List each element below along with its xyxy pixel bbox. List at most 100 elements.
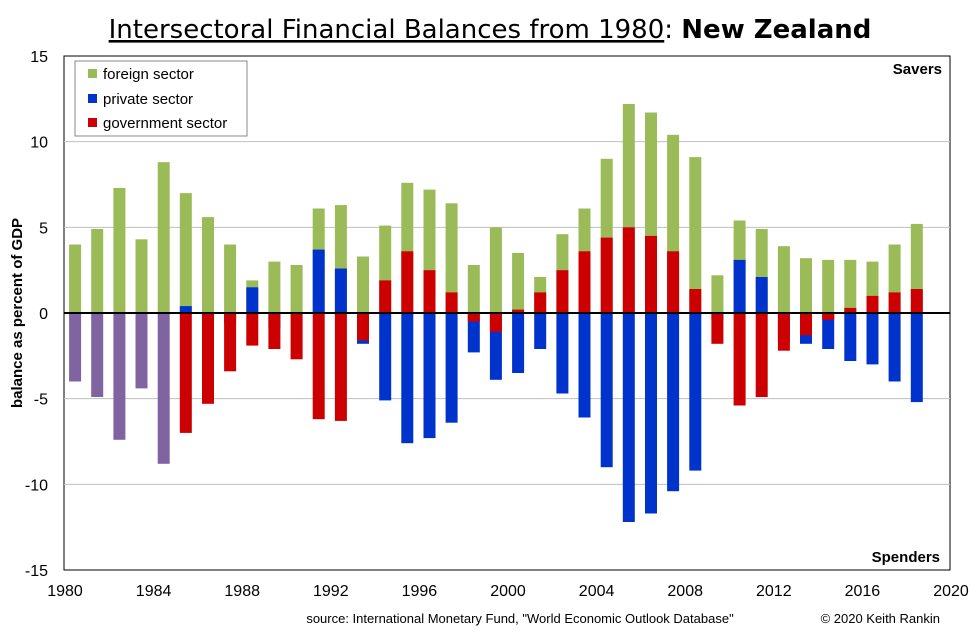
bar-foreign (179, 193, 192, 313)
bar-private (600, 313, 613, 468)
bar-government (534, 292, 547, 313)
bar-government (179, 313, 192, 433)
bars-group (69, 104, 923, 522)
y-tick-label: 15 (30, 49, 48, 66)
bar-government (202, 313, 214, 404)
legend-label-government: government sector (103, 115, 227, 132)
bar-government (622, 227, 635, 313)
bar-private (467, 313, 480, 353)
bar-government (733, 313, 746, 406)
bar-private (689, 313, 702, 471)
bar-government (645, 235, 657, 313)
bar-government (866, 295, 879, 313)
bar-government (800, 313, 812, 336)
bar-government (379, 280, 392, 313)
x-tick-label: 1992 (313, 583, 349, 600)
bar-private (822, 313, 835, 349)
y-tick-label: 10 (30, 135, 48, 152)
bar-private (512, 313, 525, 373)
x-tick-label: 1988 (224, 583, 260, 600)
bar-private (334, 268, 347, 313)
bar-government (312, 313, 325, 420)
bar-private (622, 313, 635, 522)
legend: foreign sector private sector government… (74, 60, 248, 137)
chart-title: Intersectoral Financial Balances from 19… (109, 15, 665, 45)
legend-swatch-private (88, 94, 97, 103)
copyright-note: © 2020 Keith Rankin (821, 611, 940, 626)
title-colon: : (664, 15, 681, 45)
bar-private (844, 313, 857, 361)
source-note: source: International Monetary Fund, "Wo… (306, 611, 734, 626)
bar-foreign (202, 217, 214, 313)
bar-government (777, 313, 790, 351)
bar-private (556, 313, 569, 394)
bar-government (445, 292, 458, 313)
bar-government (467, 313, 480, 322)
bar-private (755, 277, 768, 313)
bar-foreign (777, 246, 790, 313)
bar-government (600, 237, 613, 313)
bar-government (711, 313, 724, 344)
bar-government (578, 251, 591, 313)
bar-private (246, 287, 259, 313)
x-tick-label: 1984 (136, 583, 172, 600)
y-tick-label: -10 (25, 477, 48, 494)
bar-private (888, 313, 901, 382)
bar-private (534, 313, 547, 349)
y-tick-label: -15 (25, 563, 48, 580)
bar-private (578, 313, 591, 418)
bar-private (423, 313, 436, 439)
bar-government (822, 313, 835, 320)
x-tick-label: 2020 (933, 583, 969, 600)
bar-government (489, 313, 502, 332)
bar-private (379, 313, 392, 401)
bar-combined-domestic (135, 313, 148, 389)
bar-government (423, 270, 436, 313)
bar-government (755, 313, 768, 397)
bar-private (645, 313, 657, 514)
bar-government (268, 313, 281, 349)
bar-government (512, 309, 525, 313)
bar-government (246, 313, 259, 346)
bar-foreign (822, 259, 835, 313)
x-tick-label: 2012 (756, 583, 792, 600)
chart-title-line: Intersectoral Financial Balances from 19… (109, 15, 872, 45)
bar-foreign (844, 259, 857, 313)
legend-swatch-foreign (88, 69, 97, 78)
legend-label-foreign: foreign sector (103, 66, 194, 83)
bar-government (888, 292, 901, 313)
bar-government (224, 313, 237, 372)
bar-government (689, 289, 702, 313)
y-axis-label: balance as percent of GDP (9, 218, 26, 408)
y-tick-label: 5 (39, 220, 48, 237)
bar-private (179, 306, 192, 313)
bar-foreign (268, 261, 281, 313)
bar-foreign (711, 275, 724, 313)
bar-foreign (69, 244, 82, 313)
bar-private (667, 313, 680, 492)
spenders-label: Spenders (872, 549, 940, 566)
bar-government (401, 251, 414, 313)
bar-government (844, 307, 857, 313)
bar-foreign (135, 239, 148, 313)
y-tick-label: 0 (39, 306, 48, 323)
chart-title-suffix: New Zealand (681, 15, 871, 45)
y-tick-label: -5 (34, 392, 48, 409)
bar-foreign (357, 256, 369, 313)
bar-foreign (91, 229, 104, 313)
legend-label-private: private sector (103, 91, 193, 108)
savers-label: Savers (893, 61, 942, 78)
x-tick-labels: 1980 1984 1988 1992 1996 2000 2004 2008 2012 2016… (47, 583, 969, 600)
legend-box (74, 60, 248, 137)
y-tick-labels: 15 10 5 0 -5 -10 -15 (25, 49, 48, 580)
bar-government (290, 313, 303, 360)
legend-swatch-government (88, 118, 97, 127)
x-tick-label: 2016 (845, 583, 881, 600)
bar-foreign (445, 203, 458, 313)
bar-government (334, 313, 347, 421)
bar-private (910, 313, 923, 403)
x-tick-label: 2004 (579, 583, 615, 600)
bar-combined-domestic (91, 313, 104, 397)
bar-foreign (489, 227, 502, 313)
